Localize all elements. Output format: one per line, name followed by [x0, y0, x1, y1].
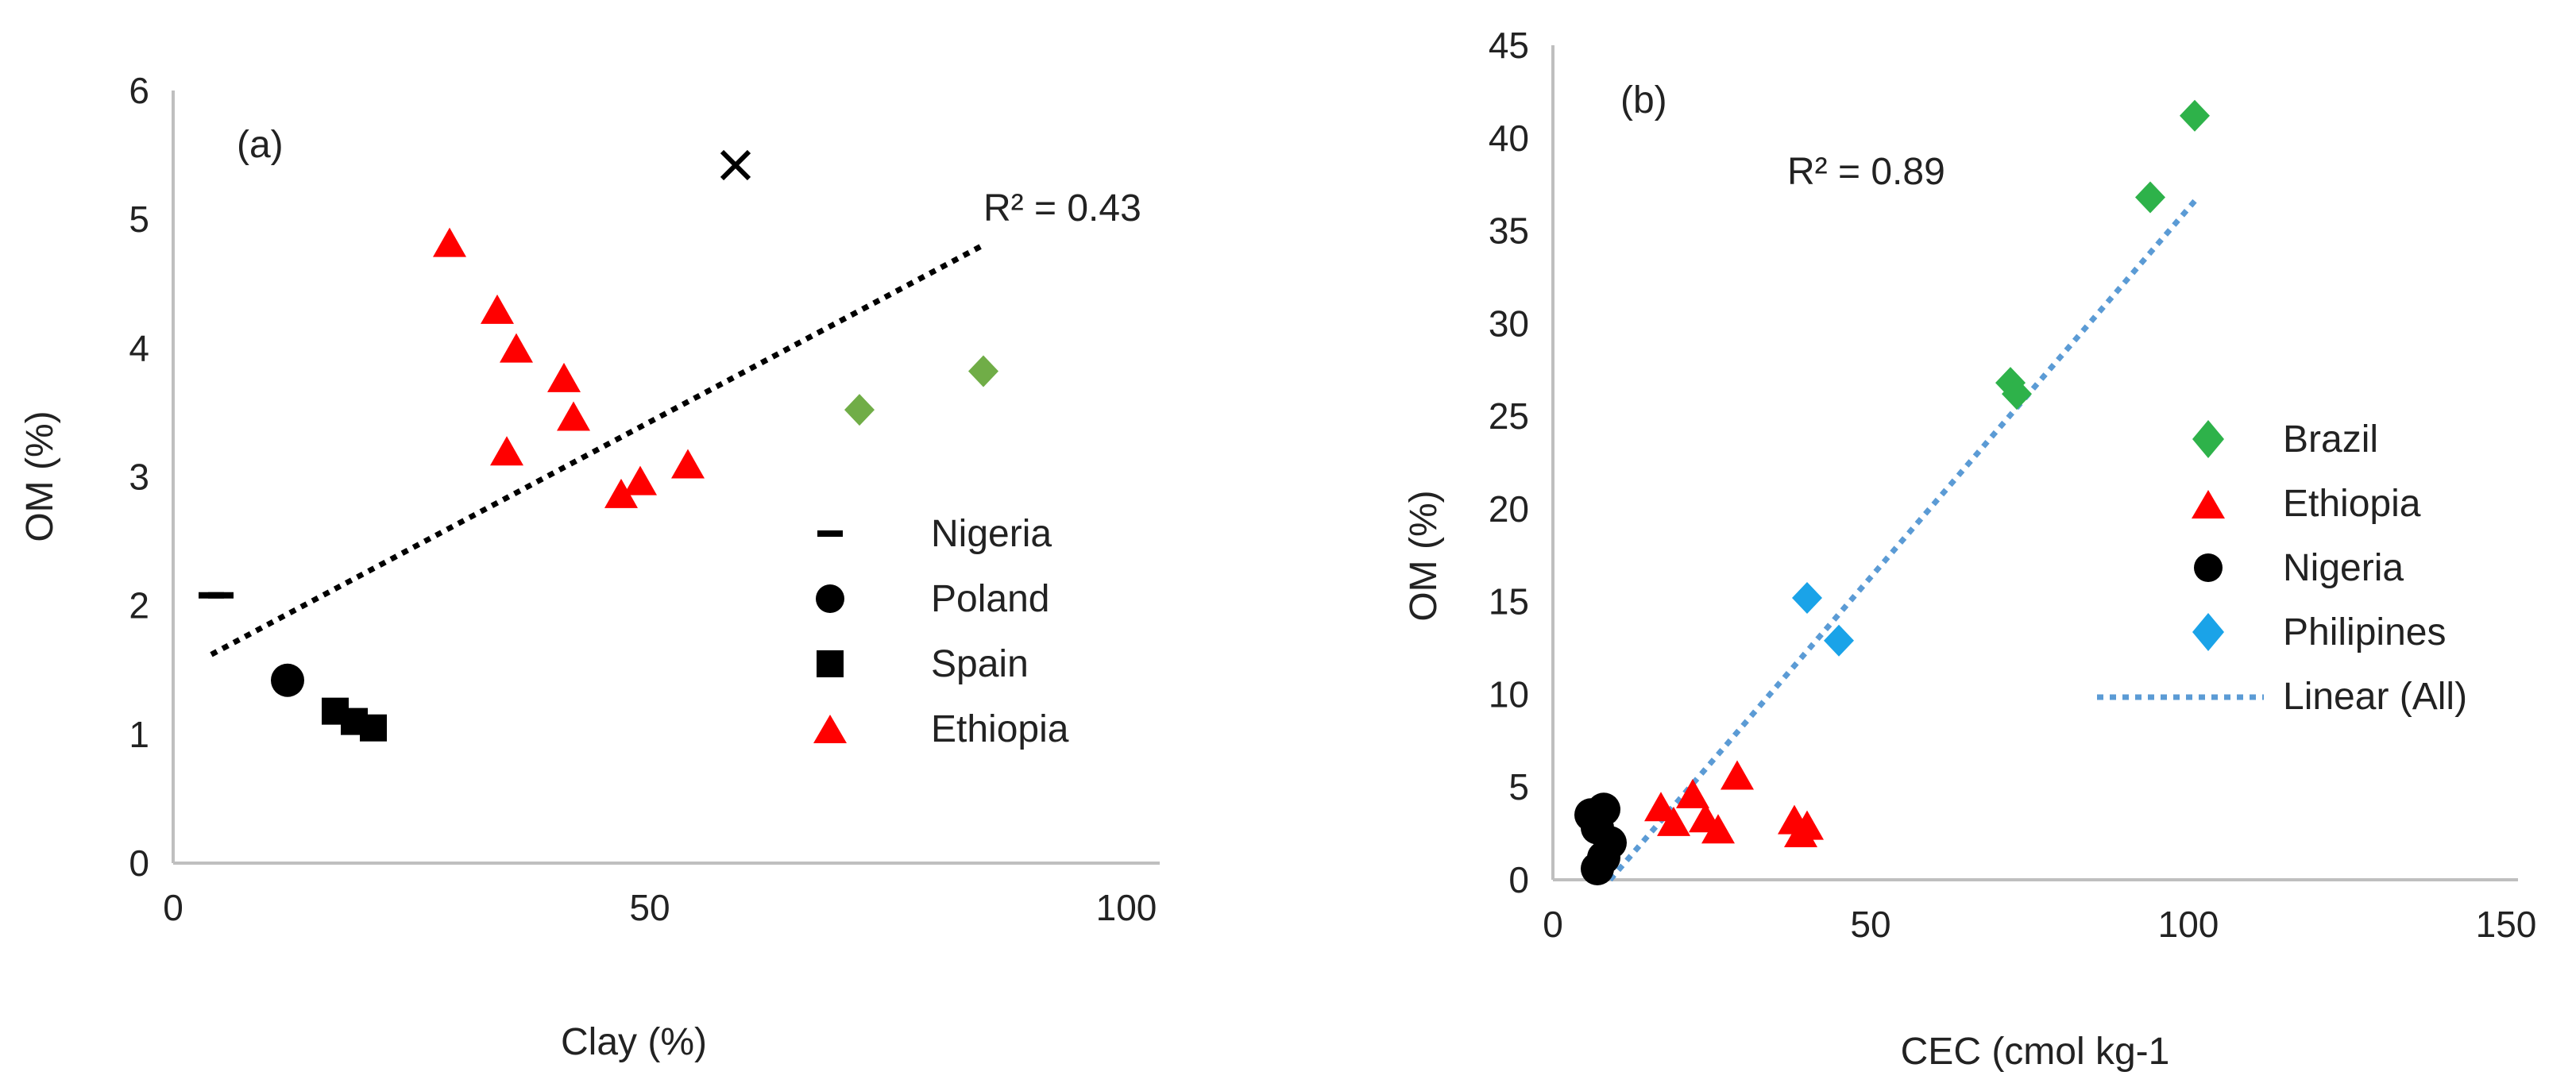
chart-a-point-ethiopia — [604, 478, 638, 508]
chart-b-point-ethiopia — [1657, 806, 1690, 836]
chart-a-point-ethiopia — [433, 227, 466, 257]
chart-a-point-ethiopia — [557, 401, 590, 431]
chart-a-y-tick-label: 1 — [129, 714, 149, 755]
chart-a-y-tick-label: 3 — [129, 457, 149, 498]
chart-b-legend-marker-philipines — [2192, 613, 2224, 651]
chart-b-y-tick-label: 30 — [1489, 303, 1529, 344]
chart-a-point-ethiopia — [490, 436, 523, 466]
chart-b-point-ethiopia — [1721, 760, 1754, 790]
chart-a-point-ethiopia — [671, 449, 705, 479]
chart-b-legend-label-brazil: Brazil — [2283, 418, 2378, 461]
chart-a-x-tick-label: 100 — [1096, 887, 1157, 928]
chart-a-point-ethiopia — [481, 294, 514, 324]
chart-b-y-axis-title: OM (%) — [1403, 490, 1445, 621]
chart-b-point-ethiopia — [1790, 810, 1824, 840]
chart-b-point-brazil — [2135, 181, 2165, 214]
chart-b-y-tick-label: 0 — [1508, 859, 1529, 900]
chart-b-x-tick-label: 0 — [1543, 904, 1563, 945]
chart-a-y-tick-label: 4 — [129, 327, 149, 368]
chart-a-point-ethiopia — [624, 465, 657, 495]
chart-a-trendline — [210, 242, 985, 657]
chart-b-point-ethiopia — [1644, 792, 1678, 822]
chart-a-point-ethiopia — [500, 333, 533, 363]
chart-a-legend-marker-ethiopia — [813, 715, 847, 743]
chart-b-legend-label-linear: Linear (All) — [2283, 676, 2467, 718]
chart-a-x-tick-label: 50 — [629, 887, 670, 928]
chart-a-y-axis-title: OM (%) — [19, 411, 61, 542]
chart-a-legend-label-spain: Spain — [931, 643, 1029, 685]
chart-b-y-tick-label: 10 — [1489, 673, 1529, 715]
chart-a-y-tick-label: 6 — [129, 70, 149, 111]
chart-b-y-tick-label: 35 — [1489, 210, 1529, 252]
chart-b-y-tick-label: 15 — [1489, 581, 1529, 623]
chart-b-r2-label: R² = 0.89 — [1787, 151, 1945, 193]
chart-a: 0 50 100 0 1 2 3 4 5 6 (a) R² = 0.43 Clay (%) OM… — [19, 70, 1160, 1063]
chart-b-y-tick-label: 45 — [1489, 25, 1529, 66]
chart-a-x-axis-title: Clay (%) — [561, 1021, 707, 1063]
chart-b-legend-marker-ethiopia — [2192, 490, 2225, 519]
chart-b-point-brazil — [2002, 378, 2032, 411]
chart-b-point-brazil — [2180, 99, 2210, 132]
chart-a-point-diamond-extra — [968, 355, 998, 387]
chart-b-legend-marker-nigeria — [2194, 553, 2223, 582]
chart-b-legend-label-nigeria: Nigeria — [2283, 547, 2404, 589]
chart-b: 0 50 100 150 0 5 10 15 20 25 30 35 40 45 (b) R² = 0.… — [1403, 25, 2536, 1073]
chart-b-x-tick-label: 100 — [2158, 904, 2219, 945]
chart-a-legend-label-nigeria: Nigeria — [931, 513, 1052, 555]
chart-a-point-x-extra — [720, 149, 751, 181]
chart-b-point-philipines — [1792, 581, 1822, 614]
chart-b-legend-marker-brazil — [2192, 420, 2224, 458]
chart-a-y-tick-label: 2 — [129, 585, 149, 626]
chart-a-point-poland — [271, 663, 304, 697]
chart-b-point-ethiopia — [1676, 778, 1709, 808]
chart-b-y-tick-label: 5 — [1508, 766, 1529, 808]
chart-b-legend-label-ethiopia: Ethiopia — [2283, 483, 2421, 525]
chart-b-trendline — [1608, 199, 2197, 882]
chart-a-x-tick-label: 0 — [163, 887, 183, 928]
chart-a-panel-label: (a) — [237, 124, 284, 166]
chart-b-y-tick-label: 40 — [1489, 118, 1529, 159]
chart-a-legend: Nigeria Poland Spain Ethiopia — [813, 513, 1069, 750]
chart-b-x-tick-label: 150 — [2476, 904, 2537, 945]
chart-b-y-tick-label: 25 — [1489, 395, 1529, 437]
chart-b-legend-label-philipines: Philipines — [2283, 611, 2446, 653]
chart-a-legend-marker-poland — [816, 584, 844, 613]
chart-b-x-tick-label: 50 — [1850, 904, 1890, 945]
chart-b-legend: Brazil Ethiopia Nigeria Philipines Linea… — [2097, 418, 2467, 718]
chart-b-point-ethiopia — [1701, 814, 1735, 844]
chart-a-legend-marker-spain — [817, 650, 844, 677]
chart-a-point-spain — [360, 714, 387, 742]
chart-b-point-nigeria — [1587, 792, 1620, 827]
chart-a-legend-label-ethiopia: Ethiopia — [931, 708, 1069, 750]
chart-a-legend-label-poland: Poland — [931, 578, 1049, 620]
chart-b-point-philipines — [1824, 624, 1854, 657]
chart-a-y-tick-label: 0 — [129, 842, 149, 884]
chart-a-point-ethiopia — [547, 362, 581, 392]
chart-b-point-nigeria — [1581, 851, 1614, 885]
chart-a-y-tick-label: 5 — [129, 199, 149, 240]
chart-a-point-diamond-extra — [844, 394, 875, 426]
chart-a-r2-label: R² = 0.43 — [983, 187, 1141, 229]
chart-b-x-axis-title: CEC (cmol kg-1 — [1901, 1031, 2170, 1073]
chart-b-panel-label: (b) — [1620, 79, 1667, 121]
chart-b-y-tick-label: 20 — [1489, 488, 1529, 530]
